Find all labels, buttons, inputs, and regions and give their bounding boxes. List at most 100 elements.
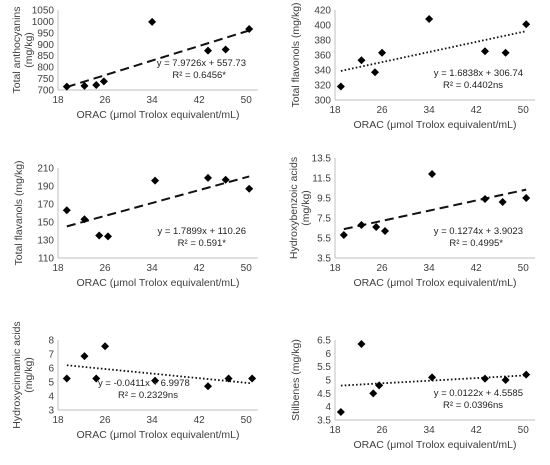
x-tick-label: 50	[518, 105, 530, 116]
data-point	[224, 374, 233, 383]
x-tick-label: 34	[424, 263, 436, 274]
x-tick-label: 42	[194, 95, 206, 106]
x-tick-label: 50	[241, 95, 253, 106]
data-point	[357, 56, 366, 65]
x-tick-label: 26	[376, 105, 388, 116]
data-point	[357, 221, 366, 229]
y-tick-label: 750	[37, 74, 54, 85]
y-tick-label: 4	[325, 402, 331, 413]
data-point	[522, 20, 531, 29]
y-axis-title: Total flavonols (mg/kg)	[290, 2, 302, 107]
x-tick-label: 34	[424, 425, 436, 436]
data-point	[425, 15, 434, 23]
data-point	[92, 80, 101, 89]
y-tick-label: 4.5	[317, 389, 331, 400]
y-tick-label: 4	[48, 392, 54, 403]
data-point	[95, 231, 104, 240]
y-tick-label: 170	[37, 200, 54, 211]
y-tick-label: 9.5	[317, 194, 331, 205]
x-axis-title: ORAC (μmol Trolox equivalent/mL)	[76, 277, 239, 289]
y-tick-label: 210	[37, 164, 54, 175]
data-point	[245, 184, 254, 193]
y-axis-title: Total flavanols (mg/kg)	[13, 160, 25, 265]
y-tick-label: 1000	[32, 17, 55, 28]
y-tick-label: 700	[37, 86, 54, 97]
y-tick-label: 7.5	[317, 214, 331, 225]
data-point	[148, 17, 157, 26]
x-tick-label: 42	[194, 415, 206, 426]
x-tick-label: 18	[52, 415, 64, 426]
x-tick-label: 42	[194, 263, 206, 274]
r-squared-label: R² = 0.591*	[178, 238, 227, 249]
y-tick-label: 1050	[32, 6, 55, 17]
y-tick-label: 110	[38, 254, 54, 265]
data-point	[501, 48, 510, 57]
trendline-equation: y = 7.9726x + 557.73	[157, 58, 246, 69]
trendline	[66, 364, 253, 385]
y-tick-label: 11.5	[312, 174, 331, 185]
r-squared-label: R² = 0.4995*	[449, 238, 503, 249]
y-tick-label: 5.5	[317, 234, 331, 245]
x-tick-label: 50	[241, 263, 253, 274]
data-point	[80, 352, 89, 361]
y-tick-label: 380	[314, 36, 331, 47]
x-tick-label: 26	[99, 95, 111, 106]
y-tick-label: 3.5	[317, 254, 331, 265]
x-tick-label: 34	[147, 415, 159, 426]
trendline	[340, 30, 527, 72]
trendline-equation: y = 1.6838x + 306.74	[434, 68, 523, 79]
x-tick-label: 26	[376, 263, 388, 274]
data-point	[501, 376, 510, 384]
trendline-equation: y = 0.1274x + 3.9023	[434, 226, 523, 237]
x-tick-label: 26	[99, 415, 111, 426]
x-tick-label: 26	[99, 263, 111, 274]
data-point	[522, 194, 531, 202]
x-tick-label: 18	[52, 95, 64, 106]
data-point	[104, 232, 112, 241]
x-axis-title: ORAC (μmol Trolox equivalent/mL)	[353, 119, 516, 131]
y-tick-label: 5.5	[317, 362, 331, 373]
x-tick-label: 42	[471, 425, 483, 436]
data-point	[336, 408, 345, 416]
trendline	[66, 29, 250, 88]
data-point	[151, 176, 160, 185]
y-tick-label: 6	[325, 349, 331, 360]
r-squared-label: R² = 0.4402ns	[443, 80, 503, 91]
data-point	[101, 342, 110, 351]
y-tick-label: 5	[48, 378, 54, 389]
y-axis-title: Hydroxybenzoic acids(mg/kg)	[288, 157, 312, 259]
trendline-equation: y = -0.0411x + 6.9978	[98, 378, 190, 389]
data-point	[522, 370, 531, 379]
trendline	[66, 175, 250, 228]
data-point	[498, 198, 507, 206]
data-point	[221, 175, 230, 184]
x-tick-label: 34	[424, 105, 436, 116]
data-point	[80, 81, 89, 90]
y-tick-label: 850	[37, 51, 54, 62]
y-tick-label: 900	[37, 40, 54, 51]
y-axis-title: Hydroxycinnamic acids(mg/kg)	[11, 321, 35, 428]
x-tick-label: 34	[147, 95, 159, 106]
data-point	[481, 374, 489, 383]
y-tick-label: 340	[314, 66, 331, 77]
y-tick-label: 300	[314, 96, 331, 107]
data-point	[204, 173, 212, 182]
data-point	[428, 373, 437, 382]
data-point	[481, 195, 489, 203]
x-tick-label: 18	[329, 425, 341, 436]
y-tick-label: 5	[325, 376, 331, 387]
data-point	[378, 48, 387, 57]
y-tick-label: 800	[37, 63, 54, 74]
r-squared-label: R² = 0.2329ns	[118, 390, 178, 401]
r-squared-label: R² = 0.0396ns	[443, 400, 503, 411]
y-tick-label: 950	[37, 28, 54, 39]
data-point	[428, 170, 437, 178]
x-tick-label: 18	[52, 263, 64, 274]
trendline-equation: y = 0.0122x + 4.5585	[434, 388, 523, 399]
data-point	[99, 77, 108, 86]
data-point	[369, 389, 378, 398]
data-point	[151, 376, 160, 385]
data-point	[204, 46, 212, 55]
